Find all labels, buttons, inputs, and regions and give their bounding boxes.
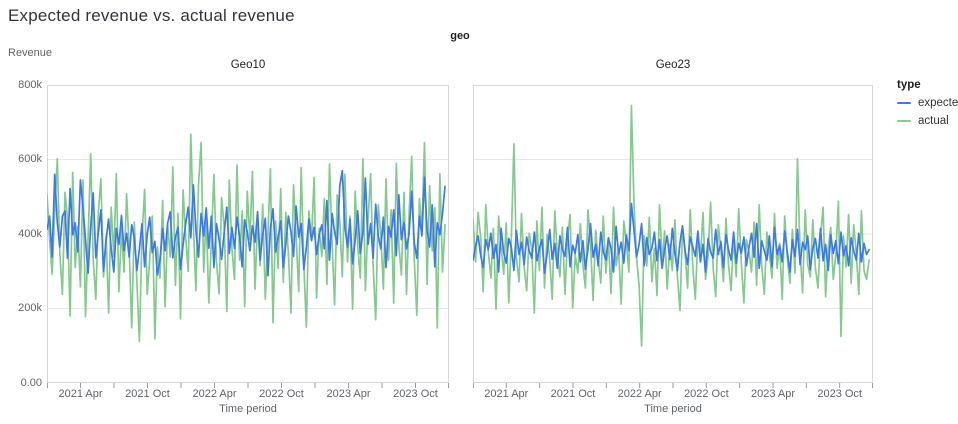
legend: type expected actual bbox=[897, 79, 958, 127]
series-line-actual bbox=[473, 104, 870, 347]
series-line-actual bbox=[47, 133, 446, 343]
x-tick-label: 2023 Apr bbox=[750, 388, 796, 400]
series-line-expected bbox=[473, 202, 870, 274]
actual-line-swatch bbox=[897, 119, 911, 123]
y-tick-label: 0.00 bbox=[20, 376, 42, 389]
x-tick-label: 2021 Apr bbox=[484, 388, 529, 400]
y-tick-label: 400k bbox=[18, 227, 42, 240]
x-tick-label: 2021 Oct bbox=[550, 388, 596, 400]
legend-item-expected: expected bbox=[897, 97, 958, 109]
panel-border bbox=[47, 85, 449, 383]
facet-field-label: geo bbox=[450, 30, 470, 42]
facet-title-geo23: Geo23 bbox=[655, 59, 691, 71]
x-axis-title-geo10: Time period bbox=[219, 403, 277, 415]
x-tick-label: 2023 Oct bbox=[817, 388, 862, 400]
legend-label-expected: expected bbox=[918, 97, 958, 109]
x-tick-label: 2023 Oct bbox=[393, 388, 438, 400]
series-line-expected bbox=[47, 169, 446, 277]
x-tick-label: 2022 Oct bbox=[684, 388, 729, 400]
y-tick-label: 800k bbox=[18, 78, 42, 91]
y-axis-title: Revenue bbox=[8, 47, 53, 59]
expected-line-swatch bbox=[897, 101, 911, 105]
facet-panel-geo10 bbox=[47, 85, 449, 388]
facet-panel-geo23 bbox=[473, 85, 873, 388]
x-tick-label: 2021 Apr bbox=[58, 388, 103, 400]
x-tick-label: 2022 Apr bbox=[192, 388, 237, 400]
y-tick-label: 600k bbox=[18, 153, 42, 165]
x-tick-label: 2023 Apr bbox=[326, 388, 371, 400]
y-tick-label: 200k bbox=[18, 302, 42, 314]
legend-label-actual: actual bbox=[918, 115, 949, 127]
facet-title-geo10: Geo10 bbox=[230, 59, 266, 71]
chart-title: Expected revenue vs. actual revenue bbox=[8, 6, 295, 25]
x-axis-title-geo23: Time period bbox=[644, 403, 702, 415]
legend-title: type bbox=[897, 79, 921, 91]
x-tick-label: 2022 Oct bbox=[259, 388, 304, 400]
x-tick-label: 2021 Oct bbox=[125, 388, 170, 400]
legend-item-actual: actual bbox=[897, 115, 958, 127]
y-axis-tick-labels: 800k 600k 400k 200k 0.00 bbox=[0, 0, 42, 424]
x-tick-label: 2022 Apr bbox=[617, 388, 662, 400]
